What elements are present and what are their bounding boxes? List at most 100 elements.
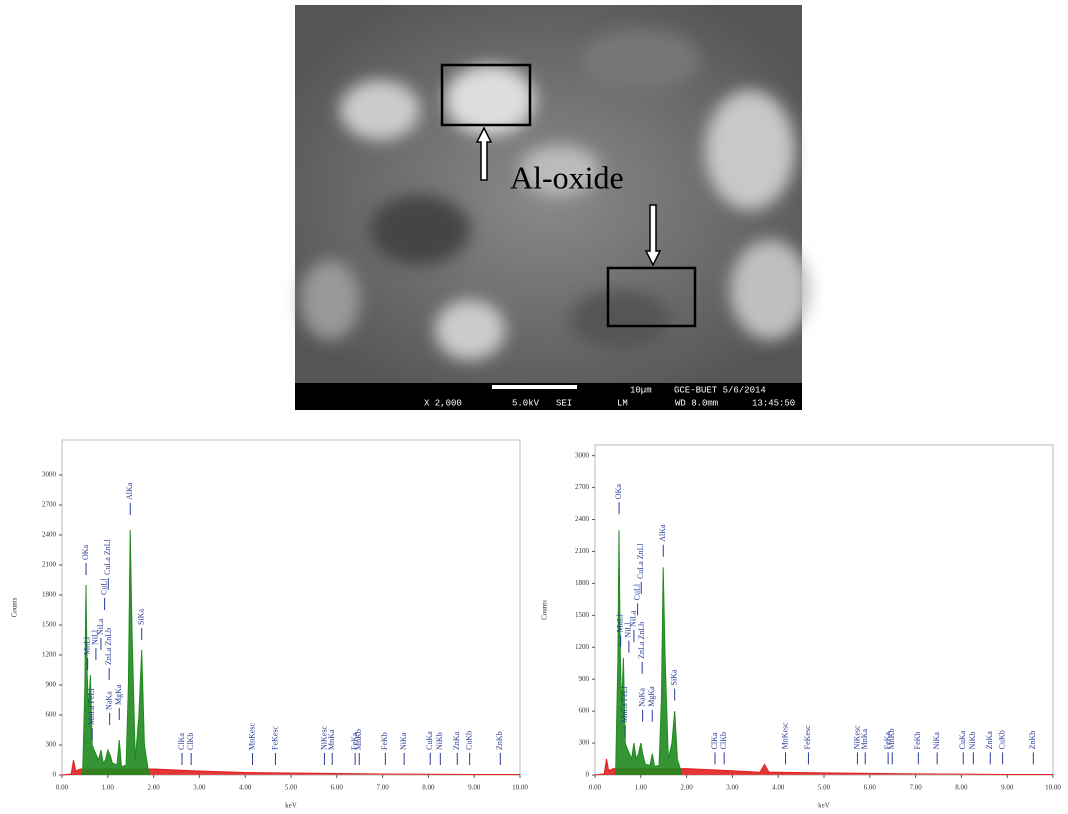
x-tick-label: 3.00 — [193, 784, 206, 792]
y-tick-label: 0 — [53, 771, 57, 779]
peak-label: MnLa FeLl — [87, 688, 96, 725]
sem-background — [295, 5, 802, 385]
y-tick-label: 2700 — [575, 483, 590, 491]
x-tick-label: 4.00 — [239, 784, 252, 792]
peak-label: SiKa — [670, 669, 679, 685]
peak-label: ZnLa ZnLb — [637, 622, 646, 659]
x-tick-label: 9.00 — [468, 784, 481, 792]
peak-label: ZnLa ZnLb — [104, 628, 113, 665]
peak-label: MnKa — [860, 728, 869, 749]
peak-label: NiKesc — [319, 726, 328, 750]
y-tick-label: 900 — [579, 675, 590, 683]
y-tick-label: 1500 — [42, 621, 57, 629]
peak-label: ZnKa — [452, 731, 461, 750]
peak-label: ClKa — [177, 733, 186, 750]
y-tick-label: 600 — [46, 711, 57, 719]
x-tick-label: 5.00 — [818, 784, 831, 792]
peak-label: CuKa — [958, 730, 967, 749]
x-tick-label: 10.00 — [1045, 784, 1061, 792]
x-tick-label: 4.00 — [772, 784, 785, 792]
y-tick-label: 3000 — [42, 471, 57, 479]
peak-label: NaKa — [104, 691, 113, 710]
peak-label: MnKesc — [247, 722, 256, 750]
spectrum — [594, 758, 1053, 776]
mode: LM — [617, 398, 628, 408]
peak-label: NiKa — [932, 732, 941, 750]
peak-label: AlKa — [125, 482, 134, 500]
peak-label: NiLl — [624, 622, 633, 638]
y-tick-label: 2700 — [42, 501, 57, 509]
spectrum — [61, 759, 520, 776]
time: 13:45:50 — [752, 398, 795, 408]
chart: 0 300 600 900 1200 1500 1800 2100 2400 2700 3000 0.… — [11, 439, 528, 810]
spectrum — [615, 530, 683, 776]
x-tick-label: 3.00 — [726, 784, 739, 792]
x-tick-label: 7.00 — [376, 784, 389, 792]
peak-label: NiKa — [399, 732, 408, 750]
peak-label: FeKb — [380, 732, 389, 750]
x-axis-label: keV — [818, 802, 830, 810]
x-tick-label: 2.00 — [680, 784, 693, 792]
y-tick-label: 300 — [579, 739, 590, 747]
x-tick-label: 1.00 — [102, 784, 115, 792]
peak-label: ClKb — [719, 732, 728, 749]
sem-texture — [300, 30, 810, 360]
peak-label: CuLl — [632, 583, 641, 600]
y-tick-label: 1800 — [575, 579, 590, 587]
peak-label: MnKb — [887, 728, 896, 749]
peak-label: NaKa — [637, 688, 646, 707]
peak-label: OKa — [614, 484, 623, 500]
scale-bar — [492, 385, 577, 389]
peak-label: FeKa — [350, 732, 359, 750]
peak-label: NiKb — [968, 732, 977, 750]
y-tick-label: 1800 — [42, 591, 57, 599]
x-tick-label: 8.00 — [955, 784, 968, 792]
peak-label: MnLl — [615, 613, 624, 632]
scale-label: 10µm — [630, 385, 652, 395]
peak-label: NiLl — [91, 629, 100, 645]
peak-label: CuLl — [99, 578, 108, 595]
peak-label: CuKb — [464, 731, 473, 750]
peak-label: MnLa FeLl — [620, 685, 629, 722]
peak-label: NiLa — [629, 610, 638, 627]
annotation: Al-oxide — [510, 159, 624, 195]
peak-label: CuLa ZnLl — [636, 542, 645, 579]
y-tick-label: 2100 — [42, 561, 57, 569]
x-tick-label: 8.00 — [422, 784, 435, 792]
y-tick-label: 300 — [46, 741, 57, 749]
region-box — [440, 63, 532, 127]
peak-label: ZnKa — [985, 731, 994, 750]
y-tick-label: 3000 — [575, 451, 590, 459]
peak-label: CuKa — [425, 731, 434, 750]
y-tick-label: 600 — [579, 707, 590, 715]
y-tick-label: 1200 — [42, 651, 57, 659]
y-tick-label: 1200 — [575, 643, 590, 651]
x-tick-label: 5.00 — [285, 784, 298, 792]
peak-label: AlKa — [658, 524, 667, 542]
x-tick-label: 7.00 — [909, 784, 922, 792]
y-tick-label: 1500 — [575, 611, 590, 619]
peak-label: CuLa ZnLl — [103, 538, 112, 575]
peak-label: FeKesc — [270, 726, 279, 750]
x-tick-label: 6.00 — [331, 784, 344, 792]
y-tick-label: 2400 — [42, 531, 57, 539]
y-tick-label: 2100 — [575, 547, 590, 555]
x-tick-label: 0.00 — [56, 784, 69, 792]
peak-label: FeKesc — [803, 725, 812, 749]
peak-label: ZnKb — [1028, 731, 1037, 750]
magnification: X 2,000 — [424, 398, 462, 408]
peak-label: MnLl — [82, 636, 91, 655]
region-box — [606, 266, 697, 328]
peak-label: OKa — [81, 544, 90, 560]
y-tick-label: 900 — [46, 681, 57, 689]
peak-label: SiKa — [137, 609, 146, 625]
working-distance: WD 8.0mm — [675, 398, 718, 408]
peak-label: MgKa — [647, 686, 656, 707]
peak-label: ClKa — [710, 732, 719, 749]
peak-label: FeKa — [883, 732, 892, 750]
x-tick-label: 6.00 — [864, 784, 877, 792]
spectrum — [82, 529, 150, 776]
peak-label: NiKesc — [852, 725, 861, 749]
peak-label: MgKa — [114, 684, 123, 705]
